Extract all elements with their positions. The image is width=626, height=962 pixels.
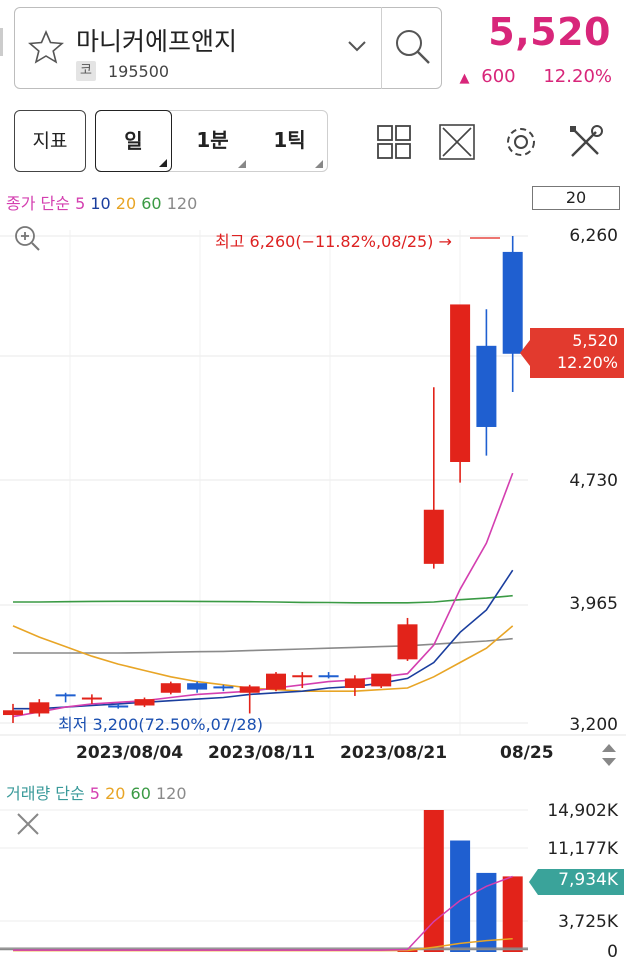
stock-name[interactable]: 마니커에프앤지 — [76, 27, 238, 56]
y-tick-label: 3,965 — [569, 594, 618, 614]
legend-ma120: 120 — [166, 194, 198, 213]
search-divider — [381, 7, 382, 89]
expand-icon[interactable] — [437, 122, 477, 162]
candle-body — [55, 694, 76, 697]
stock-code: 195500 — [108, 62, 170, 81]
flag-price: 5,520 — [572, 331, 618, 350]
volume-bar — [502, 876, 523, 952]
ma-line-ma120 — [13, 637, 513, 654]
current-price-flag: 5,520 12.20% — [520, 328, 624, 378]
high-price-annotation: 최고 6,260(−11.82%,08/25) → — [215, 232, 452, 251]
candle-body — [266, 673, 286, 690]
candle-body — [108, 705, 129, 708]
period-count-box[interactable]: 20 — [532, 186, 620, 210]
close-icon[interactable] — [14, 810, 42, 838]
candle-body — [397, 624, 418, 660]
volume-bar — [476, 872, 497, 952]
tools-icon[interactable] — [566, 122, 606, 162]
candle-body — [476, 345, 497, 427]
star-icon[interactable] — [28, 29, 64, 65]
candle-body — [423, 509, 444, 564]
x-tick-label: 08/25 — [500, 743, 554, 763]
price-legend: 종가 단순 5 10 20 60 120 — [6, 190, 197, 214]
volume-tick-label: 3,725K — [558, 912, 618, 932]
y-tick-label: 6,260 — [569, 226, 618, 246]
candle-body — [239, 686, 260, 693]
candle-body — [450, 304, 471, 462]
period-1tick-label: 1틱 — [273, 128, 306, 152]
candle-body — [160, 683, 181, 693]
candle-body — [3, 710, 23, 716]
ma-line-ma60 — [13, 594, 513, 604]
candle-body — [318, 675, 339, 678]
candle-body — [502, 251, 523, 354]
up-arrow-icon: ▲ — [459, 71, 470, 86]
period-day-button[interactable]: 일 — [95, 110, 172, 172]
zoom-in-icon[interactable] — [12, 223, 42, 253]
legend-ma5: 5 — [75, 194, 86, 213]
candle-body — [292, 675, 313, 678]
volume-bar — [450, 840, 471, 952]
flag-percent: 12.20% — [556, 353, 618, 372]
market-badge: 코 — [76, 61, 96, 81]
period-1tick-button[interactable]: 1틱 — [252, 110, 327, 172]
ma-line-ma10 — [13, 569, 514, 710]
candle-body — [81, 697, 102, 700]
volume-tick-label: 0 — [607, 942, 618, 962]
current-price: 5,520 — [488, 10, 611, 54]
x-tick-label: 2023/08/11 — [208, 743, 316, 763]
low-price-annotation: 최저 3,200(72.50%,07/28) — [58, 715, 264, 734]
gear-icon[interactable] — [501, 122, 541, 162]
vol-legend-ma120: 120 — [155, 784, 187, 803]
change-percent: 12.20% — [543, 66, 612, 87]
legend-ma10: 10 — [90, 194, 111, 213]
y-tick-label: 4,730 — [569, 471, 618, 491]
ma-line-ma5 — [12, 472, 514, 718]
layout-grid-icon[interactable] — [374, 122, 414, 162]
x-tick-label: 2023/08/21 — [340, 743, 448, 763]
volume-bar — [423, 810, 444, 952]
legend-ma60: 60 — [141, 194, 162, 213]
price-volume-chart[interactable] — [0, 180, 626, 960]
panel-edge — [0, 28, 3, 56]
vol-legend-ma5: 5 — [89, 784, 100, 803]
volume-ma5-line — [13, 875, 513, 951]
search-icon[interactable] — [392, 26, 434, 68]
candle-body — [371, 673, 392, 687]
price-change: ▲ 600 12.20% — [454, 66, 612, 87]
y-tick-label: 3,200 — [569, 715, 618, 735]
candle-body — [344, 678, 365, 688]
candle-body — [213, 686, 234, 689]
volume-tick-label: 14,902K — [547, 801, 618, 821]
vol-legend-ma60: 60 — [130, 784, 151, 803]
current-volume-flag: 7,934K — [529, 869, 624, 895]
period-1min-label: 1분 — [196, 128, 229, 152]
volume-tick-label: 11,177K — [547, 839, 618, 859]
change-amount: 600 — [481, 66, 516, 87]
candle-body — [134, 699, 155, 706]
legend-ma20: 20 — [115, 194, 137, 213]
indicator-button[interactable]: 지표 — [14, 110, 86, 172]
chevron-down-icon[interactable] — [346, 38, 368, 54]
volume-legend: 거래량 단순 5 20 60 120 — [6, 780, 187, 804]
period-day-label: 일 — [124, 129, 143, 153]
vol-legend-ma20: 20 — [105, 784, 126, 803]
scroll-updown-icon[interactable] — [598, 742, 620, 768]
legend-title: 종가 단순 — [6, 194, 70, 213]
candle-body — [29, 702, 50, 714]
volume-legend-title: 거래량 단순 — [6, 784, 85, 803]
period-1min-button[interactable]: 1분 — [175, 110, 250, 172]
x-tick-label: 2023/08/04 — [76, 743, 184, 763]
candle-body — [187, 683, 208, 690]
